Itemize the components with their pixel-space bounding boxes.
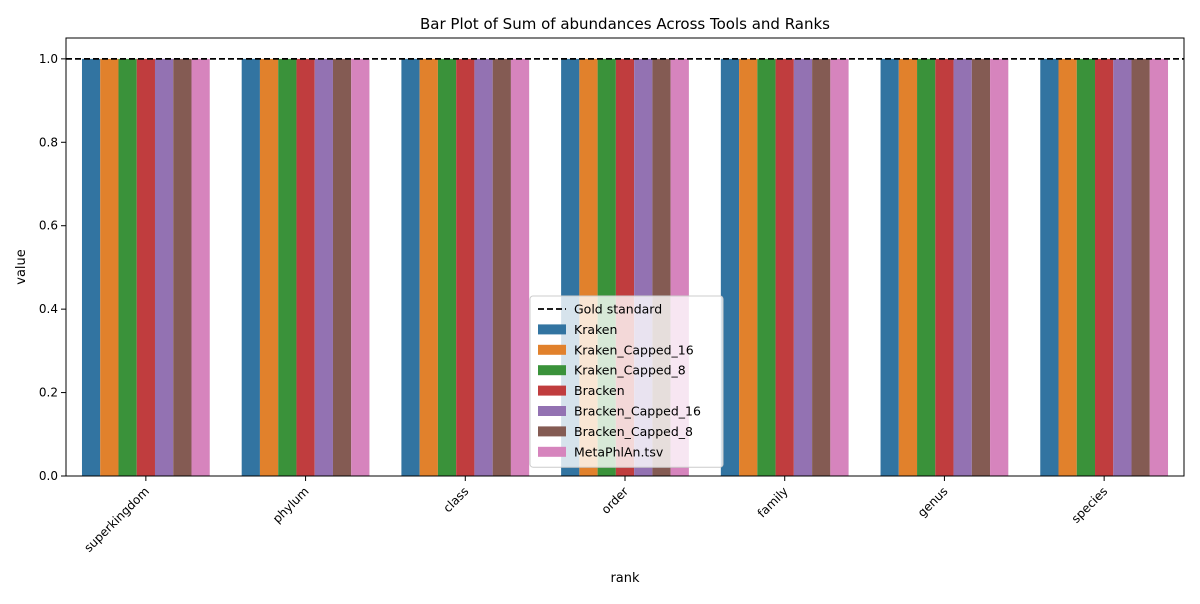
bar-genus-bracken-capped-8 (971, 58, 991, 477)
legend-label-bracken: Bracken (574, 383, 625, 398)
bar-class-bracken-capped-8 (492, 58, 511, 477)
y-tick-label: 0.8 (39, 135, 58, 149)
legend-swatch-kraken-capped-16 (538, 344, 566, 355)
bar-genus-metaphlan-tsv (990, 58, 1009, 477)
legend-label-kraken-capped-16: Kraken_Capped_16 (574, 342, 694, 357)
bar-family-bracken-capped-8 (812, 58, 831, 477)
bar-species-metaphlan-tsv (1149, 58, 1169, 477)
bar-superkingdom-bracken (136, 58, 155, 477)
bar-species-kraken-capped-16 (1058, 58, 1077, 477)
bar-superkingdom-bracken-capped-16 (154, 58, 174, 477)
legend-label-gold-standard: Gold standard (574, 302, 662, 317)
legend-swatch-bracken-capped-8 (538, 426, 566, 437)
legend-label-bracken-capped-16: Bracken_Capped_16 (574, 404, 701, 419)
bar-species-bracken-capped-16 (1113, 58, 1132, 477)
legend: Gold standard Kraken Kraken_Capped_16 Krake… (529, 295, 724, 468)
bar-species-bracken (1095, 58, 1114, 477)
x-axis-label: rank (610, 571, 640, 586)
legend-swatch-bracken (538, 385, 566, 396)
legend-swatch-metaphlan-tsv (538, 446, 566, 457)
bar-class-bracken (456, 58, 475, 477)
bar-family-kraken-capped-16 (739, 58, 758, 477)
bar-superkingdom-kraken (81, 58, 101, 477)
bar-genus-bracken-capped-16 (953, 58, 972, 477)
bar-phylum-metaphlan-tsv (351, 58, 370, 477)
x-tick-label-class: class (440, 484, 471, 515)
x-tick-label-phylum: phylum (270, 484, 312, 526)
bar-genus-kraken (880, 58, 899, 477)
x-tick-label-family: family (755, 484, 791, 520)
x-tick-label-superkingdom: superkingdom (81, 484, 152, 555)
y-tick-label: 0.2 (39, 386, 58, 400)
bar-phylum-bracken-capped-16 (314, 58, 333, 477)
bar-class-kraken-capped-8 (437, 58, 457, 477)
bar-genus-kraken-capped-8 (917, 58, 936, 477)
legend-swatch-bracken-capped-16 (538, 406, 566, 416)
y-tick-label: 0.6 (39, 219, 58, 233)
chart-title: Bar Plot of Sum of abundances Across Too… (420, 15, 830, 33)
bar-superkingdom-metaphlan-tsv (191, 58, 210, 477)
bar-phylum-bracken-capped-8 (332, 58, 352, 477)
legend-label-bracken-capped-8: Bracken_Capped_8 (574, 424, 693, 439)
legend-box (529, 295, 724, 468)
y-axis-label: value (14, 249, 29, 285)
legend-label-metaphlan-tsv: MetaPhlAn.tsv (574, 444, 664, 459)
bar-family-kraken-capped-8 (757, 58, 776, 477)
x-tick-label-order: order (599, 484, 632, 517)
bar-class-kraken (401, 58, 420, 477)
legend-swatch-kraken (538, 324, 566, 335)
bar-species-kraken-capped-8 (1076, 58, 1096, 477)
bar-phylum-kraken (241, 58, 260, 477)
legend-label-kraken: Kraken (574, 322, 617, 337)
bar-phylum-kraken-capped-16 (259, 58, 279, 477)
bar-genus-kraken-capped-16 (898, 58, 918, 477)
y-tick-label: 1.0 (39, 52, 58, 66)
bar-class-kraken-capped-16 (419, 58, 438, 477)
bar-family-kraken (720, 58, 740, 477)
legend-swatch-kraken-capped-8 (538, 365, 566, 376)
bar-family-bracken-capped-16 (793, 58, 813, 477)
bar-phylum-bracken (296, 58, 315, 477)
bar-phylum-kraken-capped-8 (278, 58, 297, 477)
x-tick-label-genus: genus (915, 484, 951, 520)
y-tick-label: 0.0 (39, 469, 58, 483)
legend-label-kraken-capped-8: Kraken_Capped_8 (574, 363, 686, 378)
bar-class-bracken-capped-16 (474, 58, 493, 477)
y-tick-label: 0.4 (39, 302, 58, 316)
bar-family-metaphlan-tsv (830, 58, 849, 477)
bar-superkingdom-kraken-capped-16 (100, 58, 119, 477)
bar-genus-bracken (935, 58, 954, 477)
bar-species-kraken (1040, 58, 1059, 477)
bar-superkingdom-bracken-capped-8 (173, 58, 192, 477)
bar-class-metaphlan-tsv (510, 58, 530, 477)
bar-superkingdom-kraken-capped-8 (118, 58, 137, 477)
x-tick-label-species: species (1069, 484, 1111, 526)
bar-family-bracken (775, 58, 794, 477)
bar-species-bracken-capped-8 (1131, 58, 1150, 477)
